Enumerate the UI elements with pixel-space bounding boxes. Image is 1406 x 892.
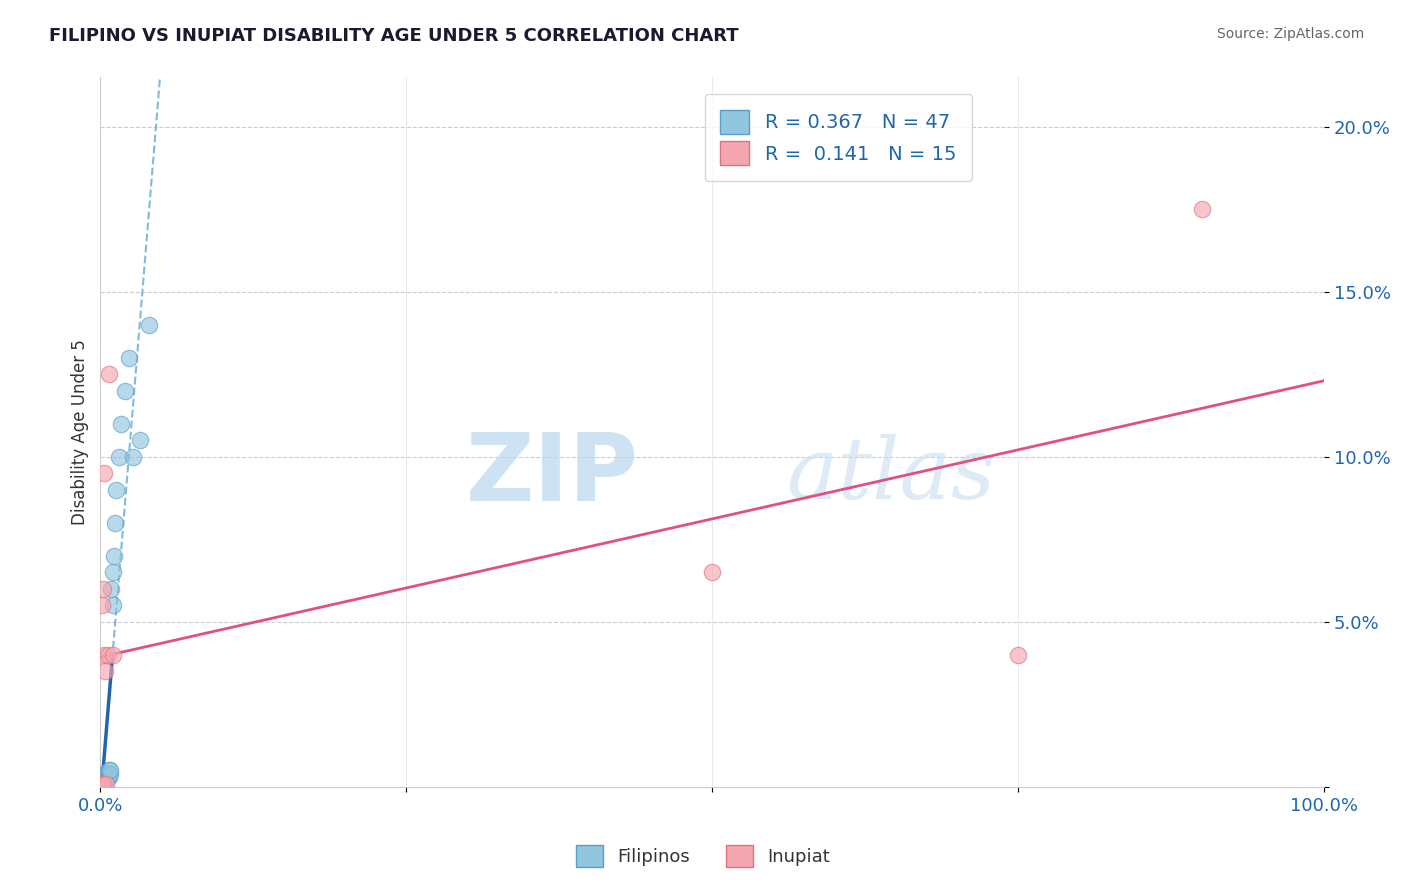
Point	[90, 599, 112, 613]
Point	[114, 384, 136, 398]
Point	[94, 770, 117, 784]
Legend: R = 0.367   N = 47, R =  0.141   N = 15: R = 0.367 N = 47, R = 0.141 N = 15	[704, 95, 972, 180]
Point	[93, 776, 115, 790]
Text: ZIP: ZIP	[465, 429, 638, 521]
Text: atlas: atlas	[786, 434, 995, 516]
Point	[702, 566, 724, 580]
Point	[101, 566, 124, 580]
Point	[93, 467, 115, 481]
Point	[97, 766, 120, 780]
Point	[96, 770, 118, 784]
Point	[103, 549, 125, 563]
Point	[107, 450, 129, 464]
Point	[104, 516, 127, 530]
Point	[93, 770, 115, 784]
Point	[122, 450, 145, 464]
Point	[98, 764, 121, 778]
Point	[91, 773, 114, 788]
Point	[94, 766, 117, 780]
Point	[93, 766, 115, 780]
Point	[97, 648, 120, 662]
Legend: Filipinos, Inupiat: Filipinos, Inupiat	[568, 838, 838, 874]
Point	[90, 776, 112, 790]
Point	[90, 776, 112, 790]
Text: Source: ZipAtlas.com: Source: ZipAtlas.com	[1216, 27, 1364, 41]
Point	[91, 776, 114, 790]
Point	[117, 351, 139, 365]
Point	[138, 318, 160, 332]
Point	[90, 776, 112, 790]
Point	[91, 776, 114, 790]
Point	[93, 773, 115, 788]
Point	[1191, 202, 1213, 217]
Point	[91, 582, 114, 596]
Point	[94, 773, 117, 788]
Point	[90, 776, 112, 790]
Point	[90, 776, 112, 790]
Point	[90, 776, 112, 790]
Point	[98, 766, 121, 780]
Point	[91, 776, 114, 790]
Point	[94, 665, 117, 679]
Point	[97, 764, 120, 778]
Point	[100, 582, 122, 596]
Text: FILIPINO VS INUPIAT DISABILITY AGE UNDER 5 CORRELATION CHART: FILIPINO VS INUPIAT DISABILITY AGE UNDER…	[49, 27, 738, 45]
Point	[91, 770, 114, 784]
Point	[128, 434, 150, 448]
Point	[90, 770, 112, 784]
Point	[96, 773, 118, 788]
Point	[101, 599, 124, 613]
Point	[90, 776, 112, 790]
Point	[91, 773, 114, 788]
Point	[97, 770, 120, 784]
Point	[90, 776, 112, 790]
Point	[101, 648, 124, 662]
Point	[97, 770, 120, 784]
Point	[96, 766, 118, 780]
Point	[110, 417, 132, 431]
Point	[90, 773, 112, 788]
Point	[96, 776, 118, 790]
Point	[93, 648, 115, 662]
Point	[90, 773, 112, 788]
Point	[90, 773, 112, 788]
Point	[90, 773, 112, 788]
Y-axis label: Disability Age Under 5: Disability Age Under 5	[72, 339, 89, 525]
Point	[1007, 648, 1029, 662]
Point	[97, 368, 120, 382]
Point	[105, 483, 128, 497]
Point	[91, 770, 114, 784]
Point	[90, 773, 112, 788]
